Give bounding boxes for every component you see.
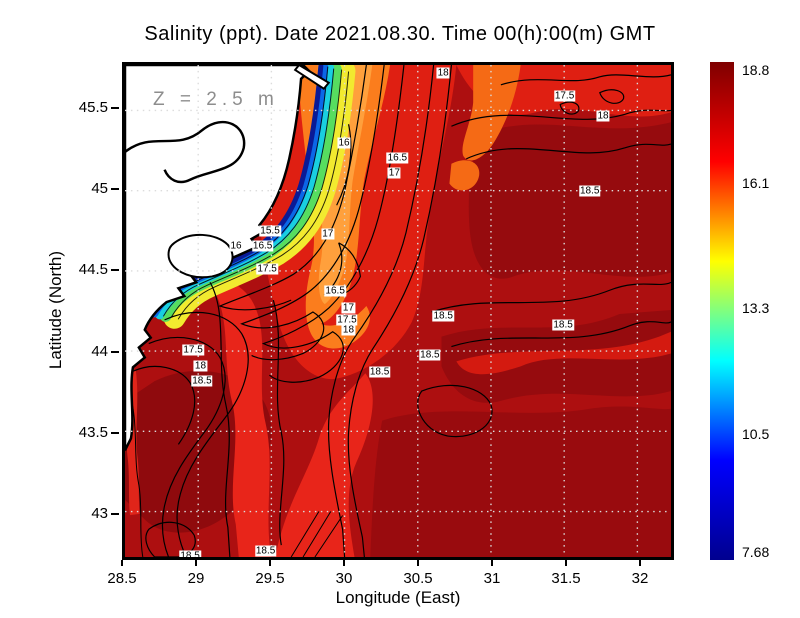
x-tick-label: 31.5 [551, 570, 581, 587]
x-tick-label: 29 [187, 570, 205, 587]
contour-label: 17.5 [336, 314, 358, 326]
contour-label: 18 [596, 110, 610, 122]
y-tick-label: 44 [91, 342, 108, 360]
y-tick-mark [111, 431, 119, 434]
contour-label: 15.5 [259, 225, 281, 237]
y-tick-label: 43.5 [78, 423, 108, 441]
colorbar-tick-label: 16.1 [742, 174, 770, 191]
y-tick-mark [111, 188, 119, 191]
colorbar-tick-label: 10.5 [742, 425, 770, 442]
y-tick-mark [111, 513, 119, 515]
contour-label: 16.5 [324, 285, 346, 297]
map-canvas: Z = 2.5 m 18 17.5 18 16 16.5 17 18.5 17 15.5 16 16… [122, 62, 674, 560]
contour-label: 16 [337, 137, 351, 149]
contour-label: 18.5 [432, 310, 454, 322]
depth-annotation: Z = 2.5 m [153, 89, 279, 110]
y-tick-mark [111, 350, 119, 353]
colorbar-tick-label: 18.8 [742, 62, 770, 78]
salinity-field [125, 65, 671, 557]
y-tick-mark [111, 107, 119, 109]
contour-label: 18 [436, 67, 450, 79]
contour-label: 18.5 [254, 545, 277, 557]
x-tick-mark [491, 560, 493, 566]
contour-label: 17.5 [256, 263, 278, 275]
contour-label: 17 [341, 302, 356, 313]
y-tick-label: 45 [91, 180, 108, 198]
contour-label: 18.5 [179, 550, 201, 560]
contour-label: 18 [341, 324, 356, 336]
lagoon [167, 233, 234, 279]
contour-label: 16.5 [251, 240, 274, 252]
y-tick-mark [111, 269, 119, 272]
colorbar-tick-label: 7.68 [742, 544, 770, 560]
x-tick-label: 28.5 [107, 570, 137, 587]
gridlines [125, 65, 671, 557]
y-tick-label: 43 [91, 505, 108, 522]
estuary-line [125, 120, 246, 184]
x-tick-mark [121, 560, 123, 566]
colorbar [710, 62, 734, 560]
x-tick-label: 29.5 [255, 570, 285, 587]
contour-label: 18.5 [419, 349, 441, 361]
x-axis-label: Longitude (East) [335, 588, 461, 607]
colorbar-labels: 18.8 16.1 13.3 10.5 7.68 [742, 62, 796, 560]
x-tick-label: 32 [631, 570, 649, 587]
contour-label: 18.5 [368, 366, 391, 378]
contour-label: 17.5 [553, 90, 576, 102]
x-tick-label: 31 [483, 570, 501, 587]
contour-label: 18.5 [578, 185, 601, 197]
contour-label: 17.5 [182, 344, 204, 356]
y-axis-label: Latitude (North) [46, 250, 65, 370]
contour-label: 18.5 [552, 319, 574, 331]
x-tick-mark [417, 560, 419, 566]
x-tick-mark [269, 560, 271, 566]
contour-label: 18 [193, 360, 208, 372]
contour-label: 16.5 [386, 152, 409, 164]
y-tick-label: 44.5 [78, 261, 108, 279]
x-tick-mark [639, 560, 641, 566]
colorbar-tick-label: 13.3 [742, 300, 770, 317]
x-tick-mark [343, 560, 345, 566]
x-tick-mark [195, 560, 197, 566]
y-tick-label: 45.5 [78, 99, 108, 116]
contour-label: 18.5 [191, 375, 213, 387]
contour-label: 16 [229, 240, 243, 252]
plot-title: Salinity (ppt). Date 2021.08.30. Time 00… [144, 23, 656, 45]
x-tick-label: 30 [335, 570, 353, 587]
contour-label: 17 [321, 228, 335, 240]
coastal-spit [293, 65, 331, 91]
x-tick-mark [565, 560, 567, 566]
contour-label: 17 [387, 167, 401, 179]
x-tick-label: 30.5 [403, 570, 433, 587]
